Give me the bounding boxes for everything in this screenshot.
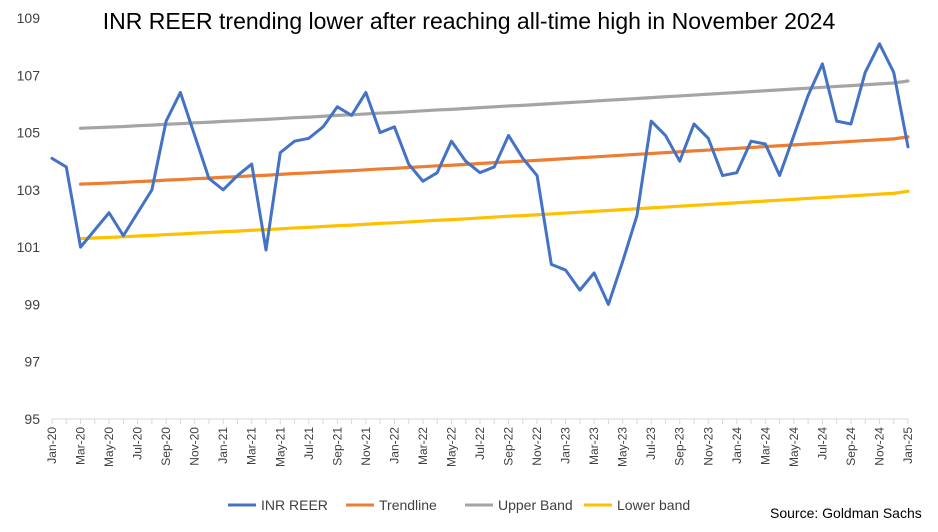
x-tick-label: Jul-20 [131, 427, 145, 460]
series-line-inr-reer [50, 42, 910, 306]
legend-label-trendline: Trendline [379, 497, 437, 513]
y-tick-label: 95 [24, 411, 40, 427]
legend-label-inr-reer: INR REER [261, 497, 328, 513]
x-tick-label: Mar-22 [416, 427, 430, 465]
x-tick-label: Sep-21 [330, 427, 344, 466]
y-axis: 95 97 99 101 103 105 107 109 [17, 10, 41, 427]
y-tick-label: 103 [17, 182, 41, 198]
x-tick-label: May-24 [787, 427, 801, 467]
x-tick-label: Jul-23 [644, 427, 658, 460]
y-tick-label: 101 [17, 239, 41, 255]
x-tick-label: Jan-24 [730, 427, 744, 464]
legend-label-lower-band: Lower band [617, 497, 690, 513]
x-tick-label: May-22 [444, 427, 458, 467]
x-tick-label: Jul-21 [302, 427, 316, 460]
x-tick-label: Nov-20 [188, 427, 202, 466]
x-tick-label: Jan-21 [216, 427, 230, 464]
series-line-trendline [78, 135, 910, 186]
x-tick-label: Sep-22 [502, 427, 516, 466]
y-tick-label: 109 [17, 10, 41, 26]
x-tick-label: Sep-24 [844, 427, 858, 466]
y-tick-label: 105 [17, 125, 41, 141]
series-line-lower-band [78, 189, 910, 241]
x-tick-label: Jan-23 [559, 427, 573, 464]
x-tick-label: Mar-20 [74, 427, 88, 465]
x-tick-label: Mar-23 [587, 427, 601, 465]
x-tick-label: Sep-23 [673, 427, 687, 466]
source-note: Source: Goldman Sachs [770, 505, 922, 521]
legend: INR REER Trendline Upper Band Lower band [228, 497, 690, 513]
y-tick-label: 99 [24, 296, 40, 312]
x-tick-label: Mar-24 [758, 427, 772, 465]
x-tick-label: Nov-22 [530, 427, 544, 466]
x-tick-label: Jul-22 [473, 427, 487, 460]
x-tick-label: Nov-24 [872, 427, 886, 466]
x-tick-label: Mar-21 [245, 427, 259, 465]
legend-label-upper-band: Upper Band [498, 497, 573, 513]
x-tick-label: Jan-22 [387, 427, 401, 464]
x-tick-label: Nov-23 [701, 427, 715, 466]
x-tick-label: Jan-25 [901, 427, 915, 464]
y-tick-label: 107 [17, 67, 41, 83]
x-tick-label: Jan-20 [45, 427, 59, 464]
series-layer [50, 42, 910, 306]
x-tick-label: Nov-21 [359, 427, 373, 466]
x-tick-label: Sep-20 [159, 427, 173, 466]
x-axis: Jan-20 Mar-20 May-20 Jul-20 Sep-20 Nov-20 Jan-… [45, 418, 915, 467]
x-tick-label: May-21 [273, 427, 287, 467]
x-tick-label: May-20 [102, 427, 116, 467]
x-tick-label: Jul-24 [815, 427, 829, 460]
chart-title: INR REER trending lower after reaching a… [102, 8, 836, 34]
x-tick-label: May-23 [616, 427, 630, 467]
y-tick-label: 97 [24, 354, 40, 370]
series-line-upper-band [78, 79, 910, 130]
